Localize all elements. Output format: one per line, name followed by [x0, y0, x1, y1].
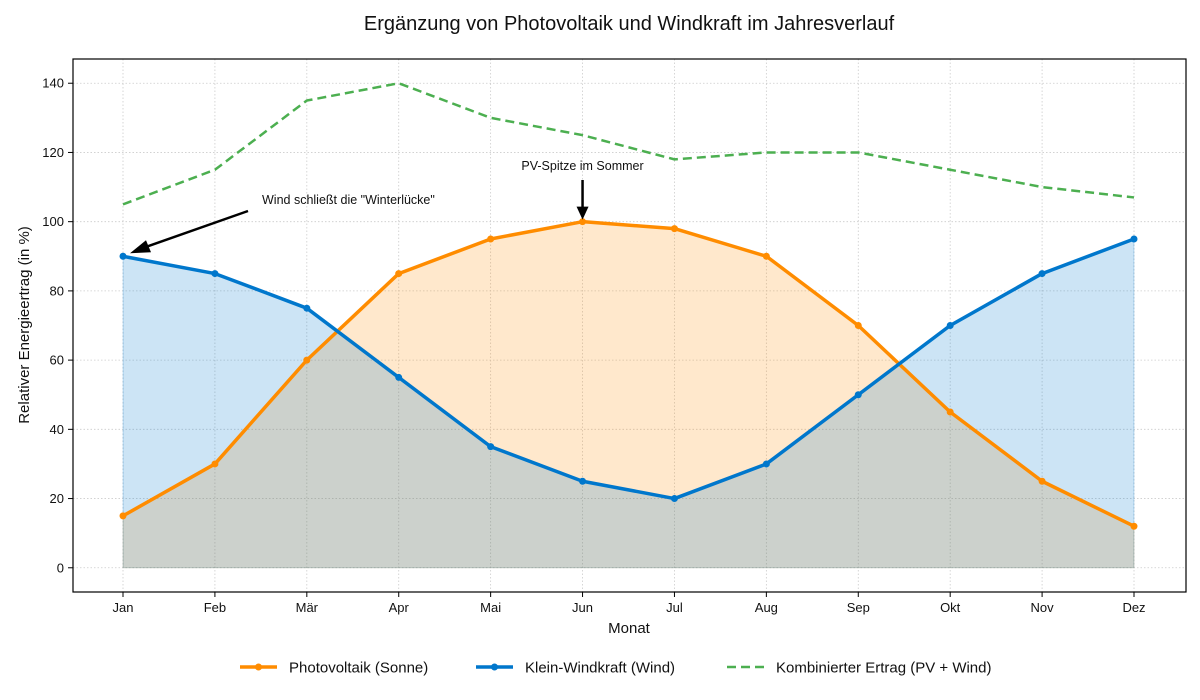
plot-border [72, 58, 1187, 593]
plot-frame [72, 58, 1187, 593]
y-tick-label: 0 [57, 560, 64, 575]
data-point-1-5 [579, 477, 587, 485]
series-line-1 [122, 237, 1135, 501]
data-point-1-4 [487, 443, 495, 451]
series-lines [119, 81, 1138, 530]
legend: Photovoltaik (Sonne) Klein-Windkraft (Win… [240, 660, 992, 677]
annotation-pv-arrowhead [576, 206, 589, 220]
y-tick-label: 40 [50, 422, 64, 437]
data-point-1-1 [211, 270, 219, 278]
x-tick-label: Jul [666, 600, 683, 615]
x-axis-label: Monat [608, 620, 651, 637]
x-tick-label: Jun [572, 600, 593, 615]
data-point-1-8 [854, 391, 862, 399]
x-tick-label: Dez [1122, 600, 1145, 615]
legend-label-2: Kombinierter Ertrag (PV + Wind) [776, 660, 992, 677]
x-tick-label: Nov [1031, 600, 1055, 615]
y-tick-label: 60 [50, 353, 64, 368]
y-axis: 0 20 40 60 80 100 120 140 [42, 76, 73, 575]
x-tick-label: Feb [204, 600, 226, 615]
legend-label-0: Photovoltaik (Sonne) [289, 660, 428, 677]
data-point-1-11 [1130, 235, 1138, 243]
legend-item-0: Photovoltaik (Sonne) [240, 660, 428, 677]
legend-item-1: Klein-Windkraft (Wind) [476, 660, 675, 677]
data-point-0-8 [854, 322, 862, 329]
legend-marker-1 [491, 663, 498, 671]
data-point-0-4 [487, 235, 495, 243]
data-point-0-10 [1038, 477, 1046, 485]
annotation-wind-arrow [141, 209, 249, 250]
y-tick-label: 100 [42, 214, 64, 229]
data-point-1-3 [395, 373, 403, 381]
x-tick-label: Sep [847, 600, 870, 615]
data-point-1-10 [1038, 270, 1046, 278]
data-point-0-7 [762, 252, 770, 260]
data-point-0-0 [119, 512, 127, 520]
y-tick-label: 80 [50, 283, 64, 298]
legend-marker-0 [255, 663, 262, 671]
y-axis-label: Relativer Energieertrag (in %) [16, 226, 33, 424]
data-point-1-6 [670, 495, 678, 503]
data-point-1-2 [303, 304, 311, 312]
data-point-1-9 [946, 322, 954, 329]
x-tick-label: Mär [296, 600, 319, 615]
y-tick-label: 120 [42, 145, 64, 160]
x-tick-label: Aug [755, 600, 778, 615]
chart-title: Ergänzung von Photovoltaik und Windkraft… [364, 13, 895, 35]
annotations: Wind schließt die "Winterlücke" PV-Spitze… [130, 159, 644, 254]
legend-label-1: Klein-Windkraft (Wind) [525, 660, 675, 677]
data-point-1-0 [119, 252, 127, 260]
y-tick-label: 20 [50, 491, 64, 506]
annotation-wind-text: Wind schließt die "Winterlücke" [262, 193, 435, 207]
annotation-wind-arrowhead [130, 240, 151, 254]
x-tick-label: Jan [113, 600, 134, 615]
x-tick-label: Okt [940, 600, 961, 615]
x-axis: Jan Feb Mär Apr Mai Jun Jul Aug Sep Okt Nov Dez [113, 592, 1146, 615]
series-line-0 [122, 219, 1135, 528]
annotation-pv-text: PV-Spitze im Sommer [521, 159, 643, 173]
data-point-0-11 [1130, 522, 1138, 530]
series-line-2 [122, 81, 1135, 206]
legend-item-2: Kombinierter Ertrag (PV + Wind) [727, 660, 992, 677]
x-tick-label: Apr [389, 600, 410, 615]
data-point-0-1 [211, 460, 219, 468]
data-point-0-2 [303, 356, 311, 364]
data-point-0-9 [946, 408, 954, 416]
data-point-0-6 [670, 225, 678, 233]
x-tick-label: Mai [480, 600, 501, 615]
y-tick-label: 140 [42, 76, 64, 91]
data-point-1-7 [762, 460, 770, 468]
data-point-0-5 [579, 218, 587, 226]
data-point-0-3 [395, 270, 403, 278]
